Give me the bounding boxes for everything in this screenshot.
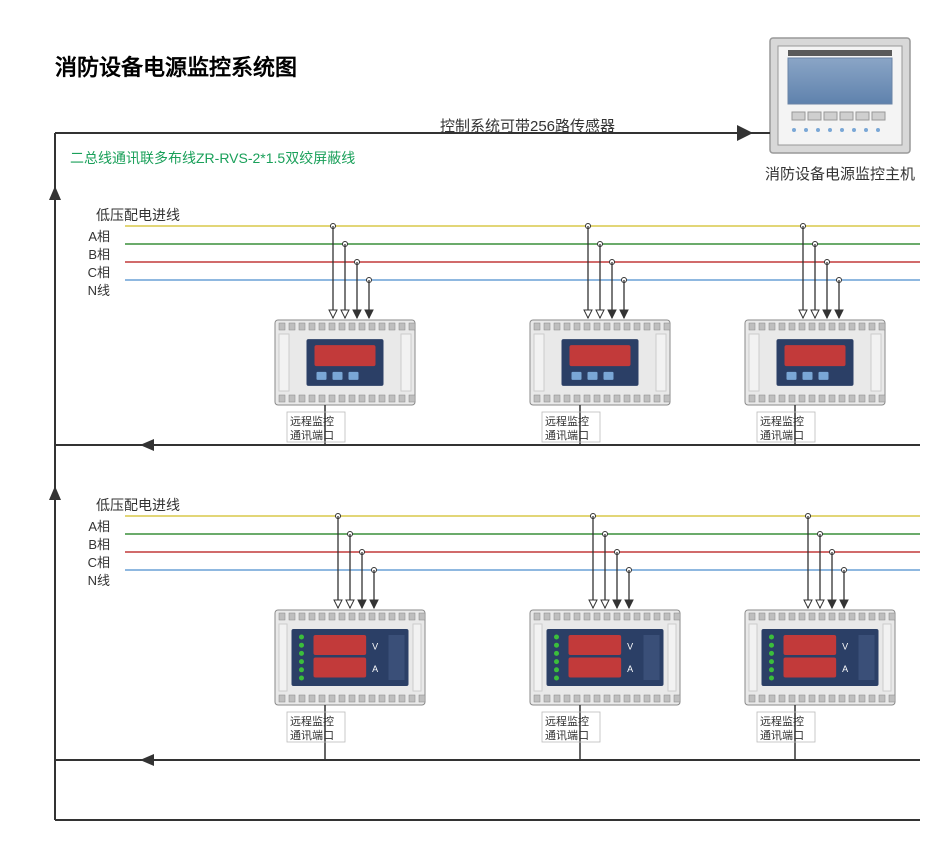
svg-text:A: A xyxy=(842,664,848,674)
diagram-page: { "canvas": { "w": 946, "h": 854, "bg": … xyxy=(0,0,946,854)
svg-text:V: V xyxy=(627,641,633,651)
diagram-svg: V A V A V A xyxy=(0,0,946,854)
svg-text:A: A xyxy=(627,664,633,674)
svg-text:V: V xyxy=(842,641,848,651)
svg-text:V: V xyxy=(372,641,378,651)
svg-text:A: A xyxy=(372,664,378,674)
